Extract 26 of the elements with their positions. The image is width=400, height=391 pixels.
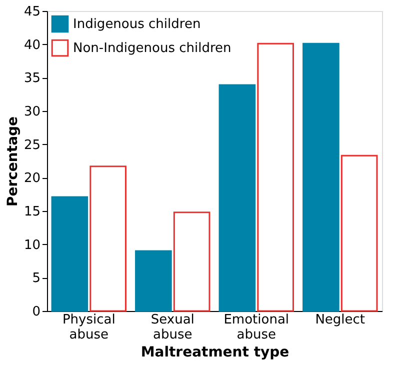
x-tick-label: Emotional abuse	[224, 312, 290, 342]
y-tick-label: 20	[24, 171, 40, 186]
bar	[173, 212, 210, 312]
y-tick-label: 45	[24, 4, 40, 20]
x-axis-title: Maltreatment type	[140, 344, 290, 360]
bar	[135, 250, 172, 312]
bar	[90, 166, 126, 312]
legend-label: Indigenous children	[73, 17, 201, 32]
y-tick-label: 10	[24, 238, 40, 253]
y-tick-label: 25	[24, 138, 40, 153]
y-tick-label: 15	[24, 204, 40, 220]
y-tick-label: 0	[32, 304, 40, 320]
legend-label: Non-Indigenous children	[73, 41, 232, 56]
x-tick-label: Physical abuse	[62, 312, 116, 342]
bar	[257, 42, 294, 312]
y-axis-title: Percentage	[4, 116, 21, 207]
bar	[51, 196, 88, 312]
y-tick-label: 40	[24, 38, 40, 53]
y-tick-label: 5	[32, 271, 40, 286]
y-tick-label: 30	[24, 104, 40, 120]
y-tick-label: 35	[24, 71, 40, 86]
x-tick-label: Neglect	[315, 312, 366, 328]
bar	[218, 84, 256, 312]
bar	[302, 42, 340, 312]
bar	[340, 154, 378, 312]
x-tick-label: Sexual abuse	[150, 312, 194, 342]
